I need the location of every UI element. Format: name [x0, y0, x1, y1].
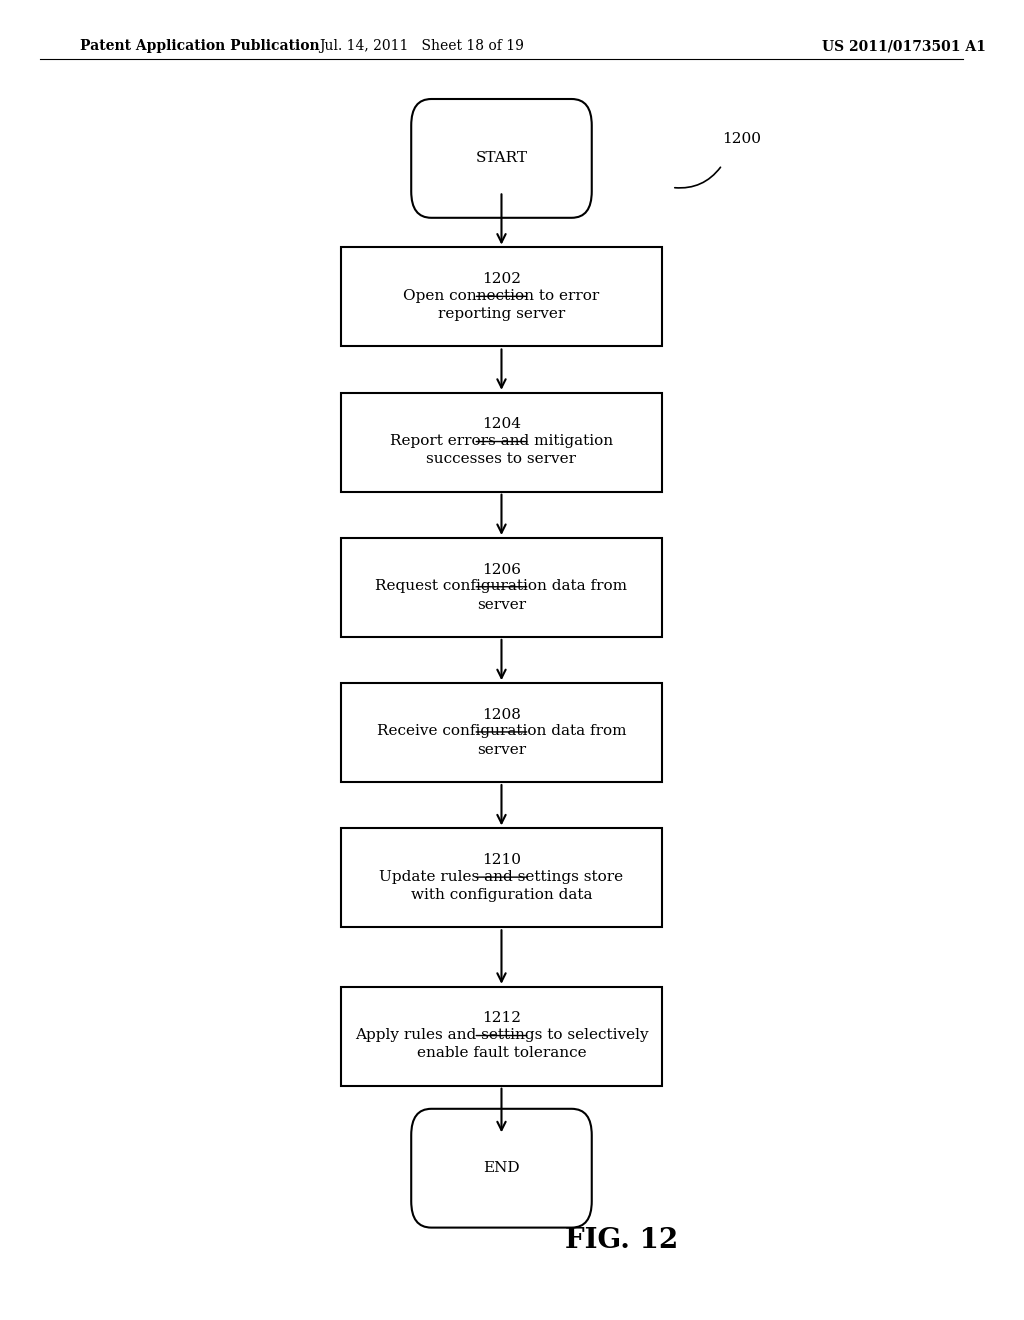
FancyArrowPatch shape: [675, 168, 721, 187]
Text: Report errors and mitigation
successes to server: Report errors and mitigation successes t…: [390, 434, 613, 466]
Text: 1212: 1212: [482, 1011, 521, 1026]
Text: 1208: 1208: [482, 708, 521, 722]
Text: Request configuration data from
server: Request configuration data from server: [376, 579, 628, 611]
FancyBboxPatch shape: [412, 1109, 592, 1228]
Text: 1202: 1202: [482, 272, 521, 286]
Bar: [341, 537, 662, 636]
Text: Update rules and settings store
with configuration data: Update rules and settings store with con…: [380, 870, 624, 902]
Bar: [341, 248, 662, 346]
Text: START: START: [475, 152, 527, 165]
Bar: [341, 829, 662, 927]
Text: 1206: 1206: [482, 562, 521, 577]
Bar: [341, 393, 662, 491]
Bar: [341, 682, 662, 781]
Text: FIG. 12: FIG. 12: [565, 1228, 679, 1254]
Text: 1210: 1210: [482, 853, 521, 867]
Text: US 2011/0173501 A1: US 2011/0173501 A1: [822, 40, 986, 53]
Text: Jul. 14, 2011   Sheet 18 of 19: Jul. 14, 2011 Sheet 18 of 19: [318, 40, 523, 53]
Text: END: END: [483, 1162, 520, 1175]
FancyBboxPatch shape: [412, 99, 592, 218]
Text: 1200: 1200: [722, 132, 761, 145]
Text: 1204: 1204: [482, 417, 521, 432]
Text: Patent Application Publication: Patent Application Publication: [80, 40, 319, 53]
Bar: [341, 987, 662, 1085]
Text: Apply rules and settings to selectively
enable fault tolerance: Apply rules and settings to selectively …: [354, 1028, 648, 1060]
Text: Receive configuration data from
server: Receive configuration data from server: [377, 725, 627, 756]
Text: Open connection to error
reporting server: Open connection to error reporting serve…: [403, 289, 600, 321]
